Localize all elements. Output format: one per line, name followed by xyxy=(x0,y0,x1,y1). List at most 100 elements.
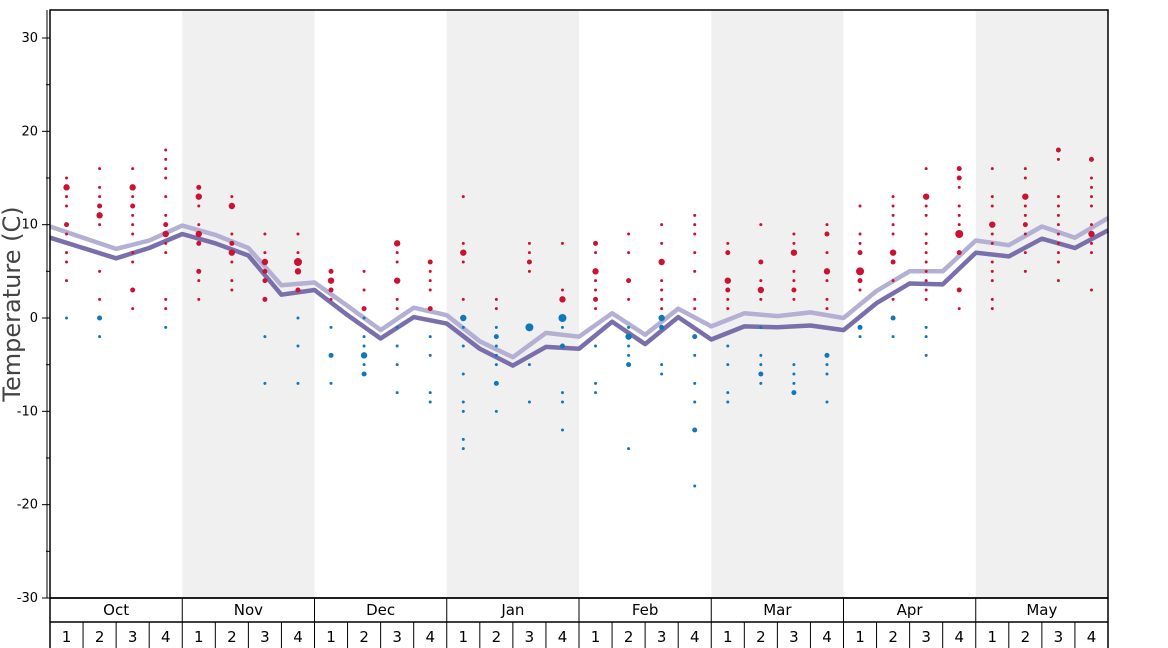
cold-point xyxy=(627,353,631,357)
warm-point xyxy=(660,279,664,283)
warm-point xyxy=(131,213,135,217)
warm-point xyxy=(131,167,135,171)
warm-point xyxy=(922,193,930,200)
y-tick-label: 30 xyxy=(21,31,38,46)
warm-point xyxy=(1089,195,1093,199)
warm-point xyxy=(592,268,599,275)
cold-point xyxy=(560,400,564,404)
warm-point xyxy=(891,279,895,283)
cold-point xyxy=(494,353,498,357)
warm-point xyxy=(1089,251,1093,255)
warm-point xyxy=(1022,222,1028,228)
warm-point xyxy=(130,287,136,293)
warm-point xyxy=(328,268,334,274)
warm-point xyxy=(164,307,168,311)
cold-point xyxy=(658,314,665,322)
series-line-1 xyxy=(49,216,1110,360)
warm-point xyxy=(130,203,136,209)
warm-point xyxy=(924,213,928,217)
y-tick-label: 0 xyxy=(30,311,38,326)
cold-point xyxy=(560,391,564,395)
cold-point xyxy=(659,324,665,330)
week-label: 4 xyxy=(161,628,171,646)
cold-point xyxy=(858,335,862,339)
cold-point xyxy=(693,484,697,488)
cold-point xyxy=(362,335,366,339)
warm-point xyxy=(791,287,797,293)
warm-point xyxy=(957,213,961,217)
warm-point xyxy=(98,185,102,189)
warm-point xyxy=(792,241,796,245)
warm-point xyxy=(924,232,928,236)
cold-point xyxy=(825,400,829,404)
cold-point xyxy=(594,391,598,395)
warm-point xyxy=(823,268,831,275)
warm-point xyxy=(164,157,168,161)
cold-point xyxy=(792,381,796,385)
y-tick-label: -20 xyxy=(17,498,38,513)
warm-point xyxy=(957,204,961,208)
warm-point xyxy=(98,269,102,273)
warm-point xyxy=(726,241,730,245)
warm-point xyxy=(924,241,928,245)
cold-point xyxy=(627,447,631,451)
warm-point xyxy=(825,307,829,311)
week-label: 1 xyxy=(194,628,204,646)
warm-point xyxy=(196,184,202,190)
warm-point xyxy=(825,223,829,227)
warm-point xyxy=(230,195,234,199)
warm-point xyxy=(1056,213,1060,217)
cold-point xyxy=(461,437,465,441)
warm-point xyxy=(693,307,697,311)
warm-point xyxy=(261,258,269,266)
cold-point xyxy=(428,391,432,395)
month-label-mar: Mar xyxy=(763,601,792,619)
cold-point xyxy=(627,325,631,329)
cold-point xyxy=(461,372,465,376)
week-label: 3 xyxy=(128,628,138,646)
warm-point xyxy=(195,193,202,200)
warm-point xyxy=(924,297,928,301)
warm-point xyxy=(594,288,598,292)
warm-point xyxy=(957,185,961,189)
warm-point xyxy=(759,223,763,227)
warm-point xyxy=(65,279,69,283)
warm-point xyxy=(626,278,632,284)
warm-point xyxy=(1089,185,1093,189)
warm-point xyxy=(891,232,895,236)
warm-point xyxy=(825,279,829,283)
warm-point xyxy=(891,204,895,208)
cold-point xyxy=(65,316,69,320)
warm-point xyxy=(98,223,102,227)
cold-point xyxy=(625,333,632,340)
warm-point xyxy=(990,241,994,245)
week-label: 2 xyxy=(756,628,766,646)
warm-point xyxy=(293,258,302,266)
x-axis: Oct 1 2 3 4 Nov 1 2 3 4 Dec 1 2 3 4 Jan 1 2 3 4 Feb 1 2 3 4 Mar 1 2… xyxy=(49,597,1109,648)
y-tick-label: 10 xyxy=(21,218,38,233)
cold-point xyxy=(461,325,465,329)
warm-point xyxy=(660,223,664,227)
cold-point xyxy=(560,428,564,432)
cold-point xyxy=(461,344,465,348)
cold-point xyxy=(263,335,267,339)
week-label: 4 xyxy=(690,628,700,646)
warm-point xyxy=(990,204,994,208)
warm-point xyxy=(725,287,731,293)
warm-point xyxy=(956,287,962,293)
warm-point xyxy=(792,269,796,273)
month-shade-jan xyxy=(446,10,579,598)
warm-point xyxy=(131,223,135,227)
cold-point xyxy=(428,335,432,339)
warm-point xyxy=(1023,232,1027,236)
warm-point xyxy=(594,279,598,283)
cold-point xyxy=(296,381,300,385)
month-label-oct: Oct xyxy=(103,601,129,619)
cold-point xyxy=(726,391,730,395)
cold-point xyxy=(693,381,697,385)
cold-point xyxy=(428,400,432,404)
warm-point xyxy=(197,204,201,208)
warm-point xyxy=(956,250,962,256)
warm-point xyxy=(527,269,531,273)
